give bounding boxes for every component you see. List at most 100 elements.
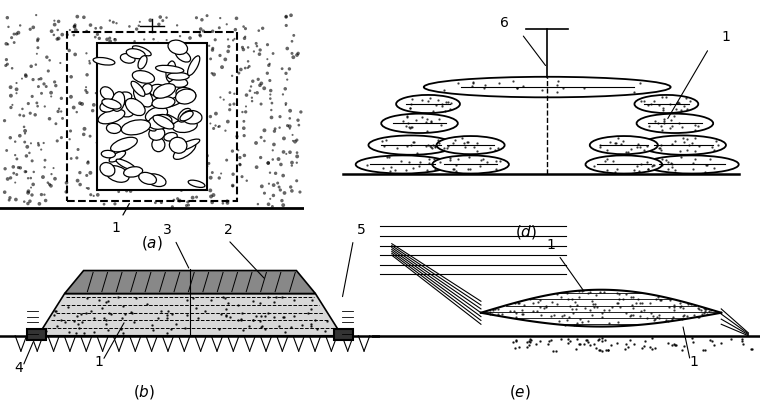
Point	[267, 156, 279, 163]
Point	[153, 148, 165, 155]
Point	[22, 100, 34, 107]
Point	[144, 137, 156, 143]
Point	[106, 111, 119, 118]
Point	[21, 143, 33, 150]
Point	[47, 165, 59, 171]
Point	[193, 171, 205, 177]
Point	[52, 35, 65, 42]
Point	[285, 183, 297, 190]
Ellipse shape	[356, 156, 449, 173]
Point	[169, 62, 181, 68]
Ellipse shape	[120, 53, 135, 63]
Point	[235, 66, 247, 73]
Point	[164, 158, 176, 164]
Ellipse shape	[176, 50, 191, 62]
Point	[247, 78, 259, 85]
Point	[125, 49, 138, 55]
Point	[49, 176, 61, 182]
Ellipse shape	[132, 70, 154, 83]
Point	[49, 79, 61, 85]
Point	[214, 123, 226, 130]
Point	[155, 115, 167, 122]
Point	[137, 127, 149, 133]
Ellipse shape	[152, 97, 175, 108]
Bar	[97, 43, 207, 190]
Point	[284, 149, 296, 156]
Point	[182, 198, 194, 205]
Point	[93, 35, 106, 42]
Point	[245, 94, 258, 101]
Point	[32, 44, 44, 51]
Point	[95, 25, 107, 31]
Point	[188, 92, 200, 99]
Polygon shape	[65, 271, 315, 294]
Point	[106, 175, 119, 182]
Point	[32, 36, 44, 43]
Point	[35, 146, 47, 153]
Point	[184, 35, 196, 41]
Point	[180, 202, 192, 209]
Point	[54, 60, 66, 66]
Point	[65, 128, 77, 134]
Point	[206, 199, 218, 206]
Point	[193, 49, 205, 56]
Point	[40, 83, 52, 90]
Point	[7, 163, 19, 170]
Ellipse shape	[122, 120, 150, 135]
Point	[112, 136, 124, 142]
Point	[155, 199, 167, 206]
Point	[2, 61, 14, 68]
Point	[5, 175, 17, 181]
Point	[280, 102, 292, 108]
Point	[65, 73, 78, 80]
Point	[46, 171, 58, 178]
Point	[185, 53, 197, 59]
Point	[263, 180, 275, 187]
Point	[36, 191, 48, 198]
Point	[125, 178, 137, 185]
Point	[236, 173, 248, 180]
Point	[74, 169, 86, 176]
Point	[164, 73, 176, 80]
Point	[188, 88, 201, 95]
Point	[185, 184, 197, 191]
Point	[109, 201, 121, 207]
Point	[112, 65, 125, 72]
Point	[52, 108, 64, 115]
Point	[48, 32, 60, 38]
Point	[123, 23, 135, 30]
Ellipse shape	[165, 94, 188, 107]
Point	[287, 54, 299, 60]
Point	[122, 173, 134, 179]
Point	[9, 138, 21, 145]
Text: 6: 6	[500, 15, 509, 30]
Point	[169, 177, 181, 184]
Ellipse shape	[126, 49, 145, 59]
Point	[286, 188, 298, 194]
Point	[56, 115, 68, 122]
Point	[221, 198, 233, 204]
Point	[189, 92, 201, 99]
Point	[195, 33, 207, 39]
Point	[127, 106, 139, 113]
Point	[49, 21, 61, 28]
Point	[263, 62, 275, 69]
Point	[97, 103, 109, 110]
Point	[151, 128, 163, 135]
Point	[283, 123, 296, 130]
Point	[261, 70, 274, 77]
Point	[217, 96, 230, 103]
Point	[237, 46, 249, 53]
Point	[92, 49, 104, 55]
Point	[151, 119, 163, 126]
Point	[242, 58, 254, 65]
Ellipse shape	[105, 95, 122, 107]
Point	[43, 116, 55, 122]
Point	[201, 13, 213, 19]
Point	[145, 60, 157, 67]
Ellipse shape	[436, 136, 505, 154]
Point	[12, 164, 24, 171]
Point	[114, 137, 126, 144]
Point	[119, 148, 131, 154]
Point	[84, 60, 96, 67]
